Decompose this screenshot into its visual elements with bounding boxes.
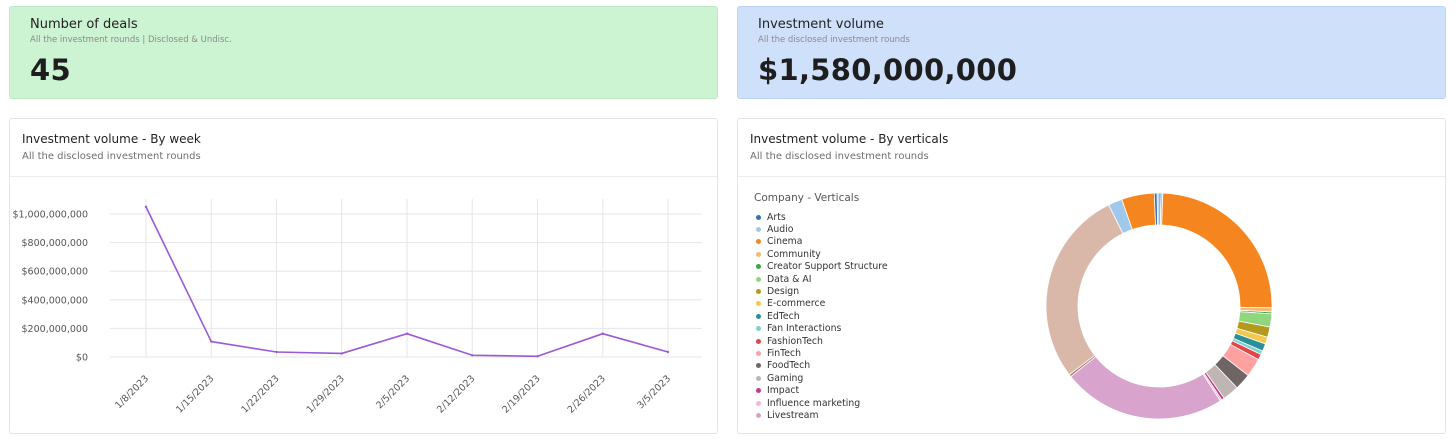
legend-label: Impact xyxy=(767,385,800,397)
legend-dot-icon xyxy=(756,276,761,282)
legend-item[interactable]: EdTech xyxy=(756,310,888,322)
y-tick-label: $600,000,000 xyxy=(22,267,88,278)
legend-dot-icon xyxy=(756,251,761,257)
data-point[interactable] xyxy=(666,350,670,354)
legend-dot-icon xyxy=(756,227,761,233)
legend-label: Gaming xyxy=(767,372,804,384)
legend-item[interactable]: Impact xyxy=(756,384,888,396)
panel-subtitle: All the disclosed investment rounds xyxy=(750,151,929,162)
y-tick-label: $800,000,000 xyxy=(22,238,88,249)
legend-label: Influence marketing xyxy=(767,397,861,409)
kpi-title: Number of deals xyxy=(30,17,138,32)
kpi-title: Investment volume xyxy=(758,17,884,32)
legend-label: FashionTech xyxy=(767,335,823,347)
legend-dot-icon xyxy=(756,289,761,295)
panel-title: Investment volume - By verticals xyxy=(750,132,949,146)
legend-item[interactable]: Arts xyxy=(756,211,888,223)
panel-title: Investment volume - By week xyxy=(22,132,201,146)
legend-label: Arts xyxy=(767,211,786,223)
kpi-subtitle: All the disclosed investment rounds xyxy=(758,35,910,45)
legend-dot-icon xyxy=(756,239,761,245)
legend-title: Company - Verticals xyxy=(754,192,860,204)
legend-dot-icon xyxy=(756,350,761,356)
panel-subtitle: All the disclosed investment rounds xyxy=(22,151,201,162)
legend-label: FoodTech xyxy=(767,360,811,372)
legend-item[interactable]: Cinema xyxy=(756,236,888,248)
legend-item[interactable]: Data & AI xyxy=(756,273,888,285)
legend-item[interactable]: FinTech xyxy=(756,347,888,359)
legend-item[interactable]: Livestream xyxy=(756,409,888,421)
data-point[interactable] xyxy=(471,354,474,357)
donut-slice[interactable] xyxy=(1045,204,1124,376)
chart-panel-week: Investment volume - By week All the disc… xyxy=(9,118,718,434)
legend-dot-icon xyxy=(756,301,761,307)
x-tick-label: 1/15/2023 xyxy=(174,373,216,415)
legend-label: Livestream xyxy=(767,409,819,421)
x-tick-label: 3/5/2023 xyxy=(635,373,673,411)
data-point[interactable] xyxy=(601,332,604,335)
legend-item[interactable]: FashionTech xyxy=(756,335,888,347)
x-tick-label: 1/22/2023 xyxy=(239,373,281,415)
donut-slice[interactable] xyxy=(1070,356,1221,420)
x-tick-label: 1/29/2023 xyxy=(305,373,347,415)
x-tick-label: 2/5/2023 xyxy=(374,373,412,411)
legend-dot-icon xyxy=(756,264,761,270)
donut-slice[interactable] xyxy=(1156,192,1160,226)
legend-label: Data & AI xyxy=(767,273,812,285)
legend-label: Fan Interactions xyxy=(767,323,842,335)
legend-label: Audio xyxy=(767,224,794,236)
chart-legend: Arts Audio Cinema Community Creator Support … xyxy=(756,211,888,422)
kpi-card-volume: Investment volume All the disclosed inve… xyxy=(737,6,1446,99)
legend-item[interactable]: Fan Interactions xyxy=(756,323,888,335)
legend-item[interactable]: FoodTech xyxy=(756,360,888,372)
legend-dot-icon xyxy=(756,363,761,369)
panel-header: Investment volume - By week All the disc… xyxy=(10,119,717,177)
data-point[interactable] xyxy=(340,352,343,355)
legend-item[interactable]: Gaming xyxy=(756,372,888,384)
legend-label: EdTech xyxy=(767,310,800,322)
kpi-value: 45 xyxy=(30,53,71,87)
y-tick-label: $400,000,000 xyxy=(22,295,88,306)
x-tick-label: 2/26/2023 xyxy=(566,373,608,415)
data-point[interactable] xyxy=(210,340,213,343)
legend-dot-icon xyxy=(756,313,761,319)
legend-label: Creator Support Structure xyxy=(767,261,888,273)
legend-item[interactable]: Creator Support Structure xyxy=(756,261,888,273)
legend-label: Cinema xyxy=(767,236,803,248)
legend-label: E-commerce xyxy=(767,298,826,310)
legend-dot-icon xyxy=(756,400,761,406)
kpi-subtitle: All the investment rounds | Disclosed & … xyxy=(30,35,232,45)
legend-dot-icon xyxy=(756,412,761,418)
legend-item[interactable]: Community xyxy=(756,248,888,260)
legend-dot-icon xyxy=(756,375,761,381)
kpi-card-deals: Number of deals All the investment round… xyxy=(9,6,718,99)
x-tick-label: 1/8/2023 xyxy=(113,373,151,411)
data-point[interactable] xyxy=(536,355,539,358)
line-chart[interactable]: $0 $200,000,000 $400,000,000 $600,000,000 $8… xyxy=(10,177,717,433)
legend-dot-icon xyxy=(756,326,761,332)
y-tick-label: $1,000,000,000 xyxy=(12,210,88,221)
y-tick-label: $0 xyxy=(76,353,88,364)
legend-dot-icon xyxy=(756,338,761,344)
x-tick-label: 2/12/2023 xyxy=(435,373,477,415)
chart-panel-verticals: Investment volume - By verticals All the… xyxy=(737,118,1446,434)
legend-dot-icon xyxy=(756,388,761,394)
y-tick-label: $200,000,000 xyxy=(22,324,88,335)
kpi-value: $1,580,000,000 xyxy=(758,53,1018,87)
legend-item[interactable]: Audio xyxy=(756,223,888,235)
donut-slice[interactable] xyxy=(1161,192,1273,309)
data-point[interactable] xyxy=(405,332,409,335)
legend-label: Design xyxy=(767,286,800,298)
legend-label: FinTech xyxy=(767,347,801,359)
data-point[interactable] xyxy=(144,205,148,209)
legend-label: Community xyxy=(767,248,821,260)
x-tick-label: 2/19/2023 xyxy=(500,373,542,415)
legend-dot-icon xyxy=(756,214,761,220)
legend-item[interactable]: Design xyxy=(756,285,888,297)
data-point[interactable] xyxy=(275,350,278,354)
legend-item[interactable]: E-commerce xyxy=(756,298,888,310)
donut-chart[interactable] xyxy=(738,119,1445,433)
legend-item[interactable]: Influence marketing xyxy=(756,397,888,409)
panel-header: Investment volume - By verticals All the… xyxy=(738,119,1445,177)
